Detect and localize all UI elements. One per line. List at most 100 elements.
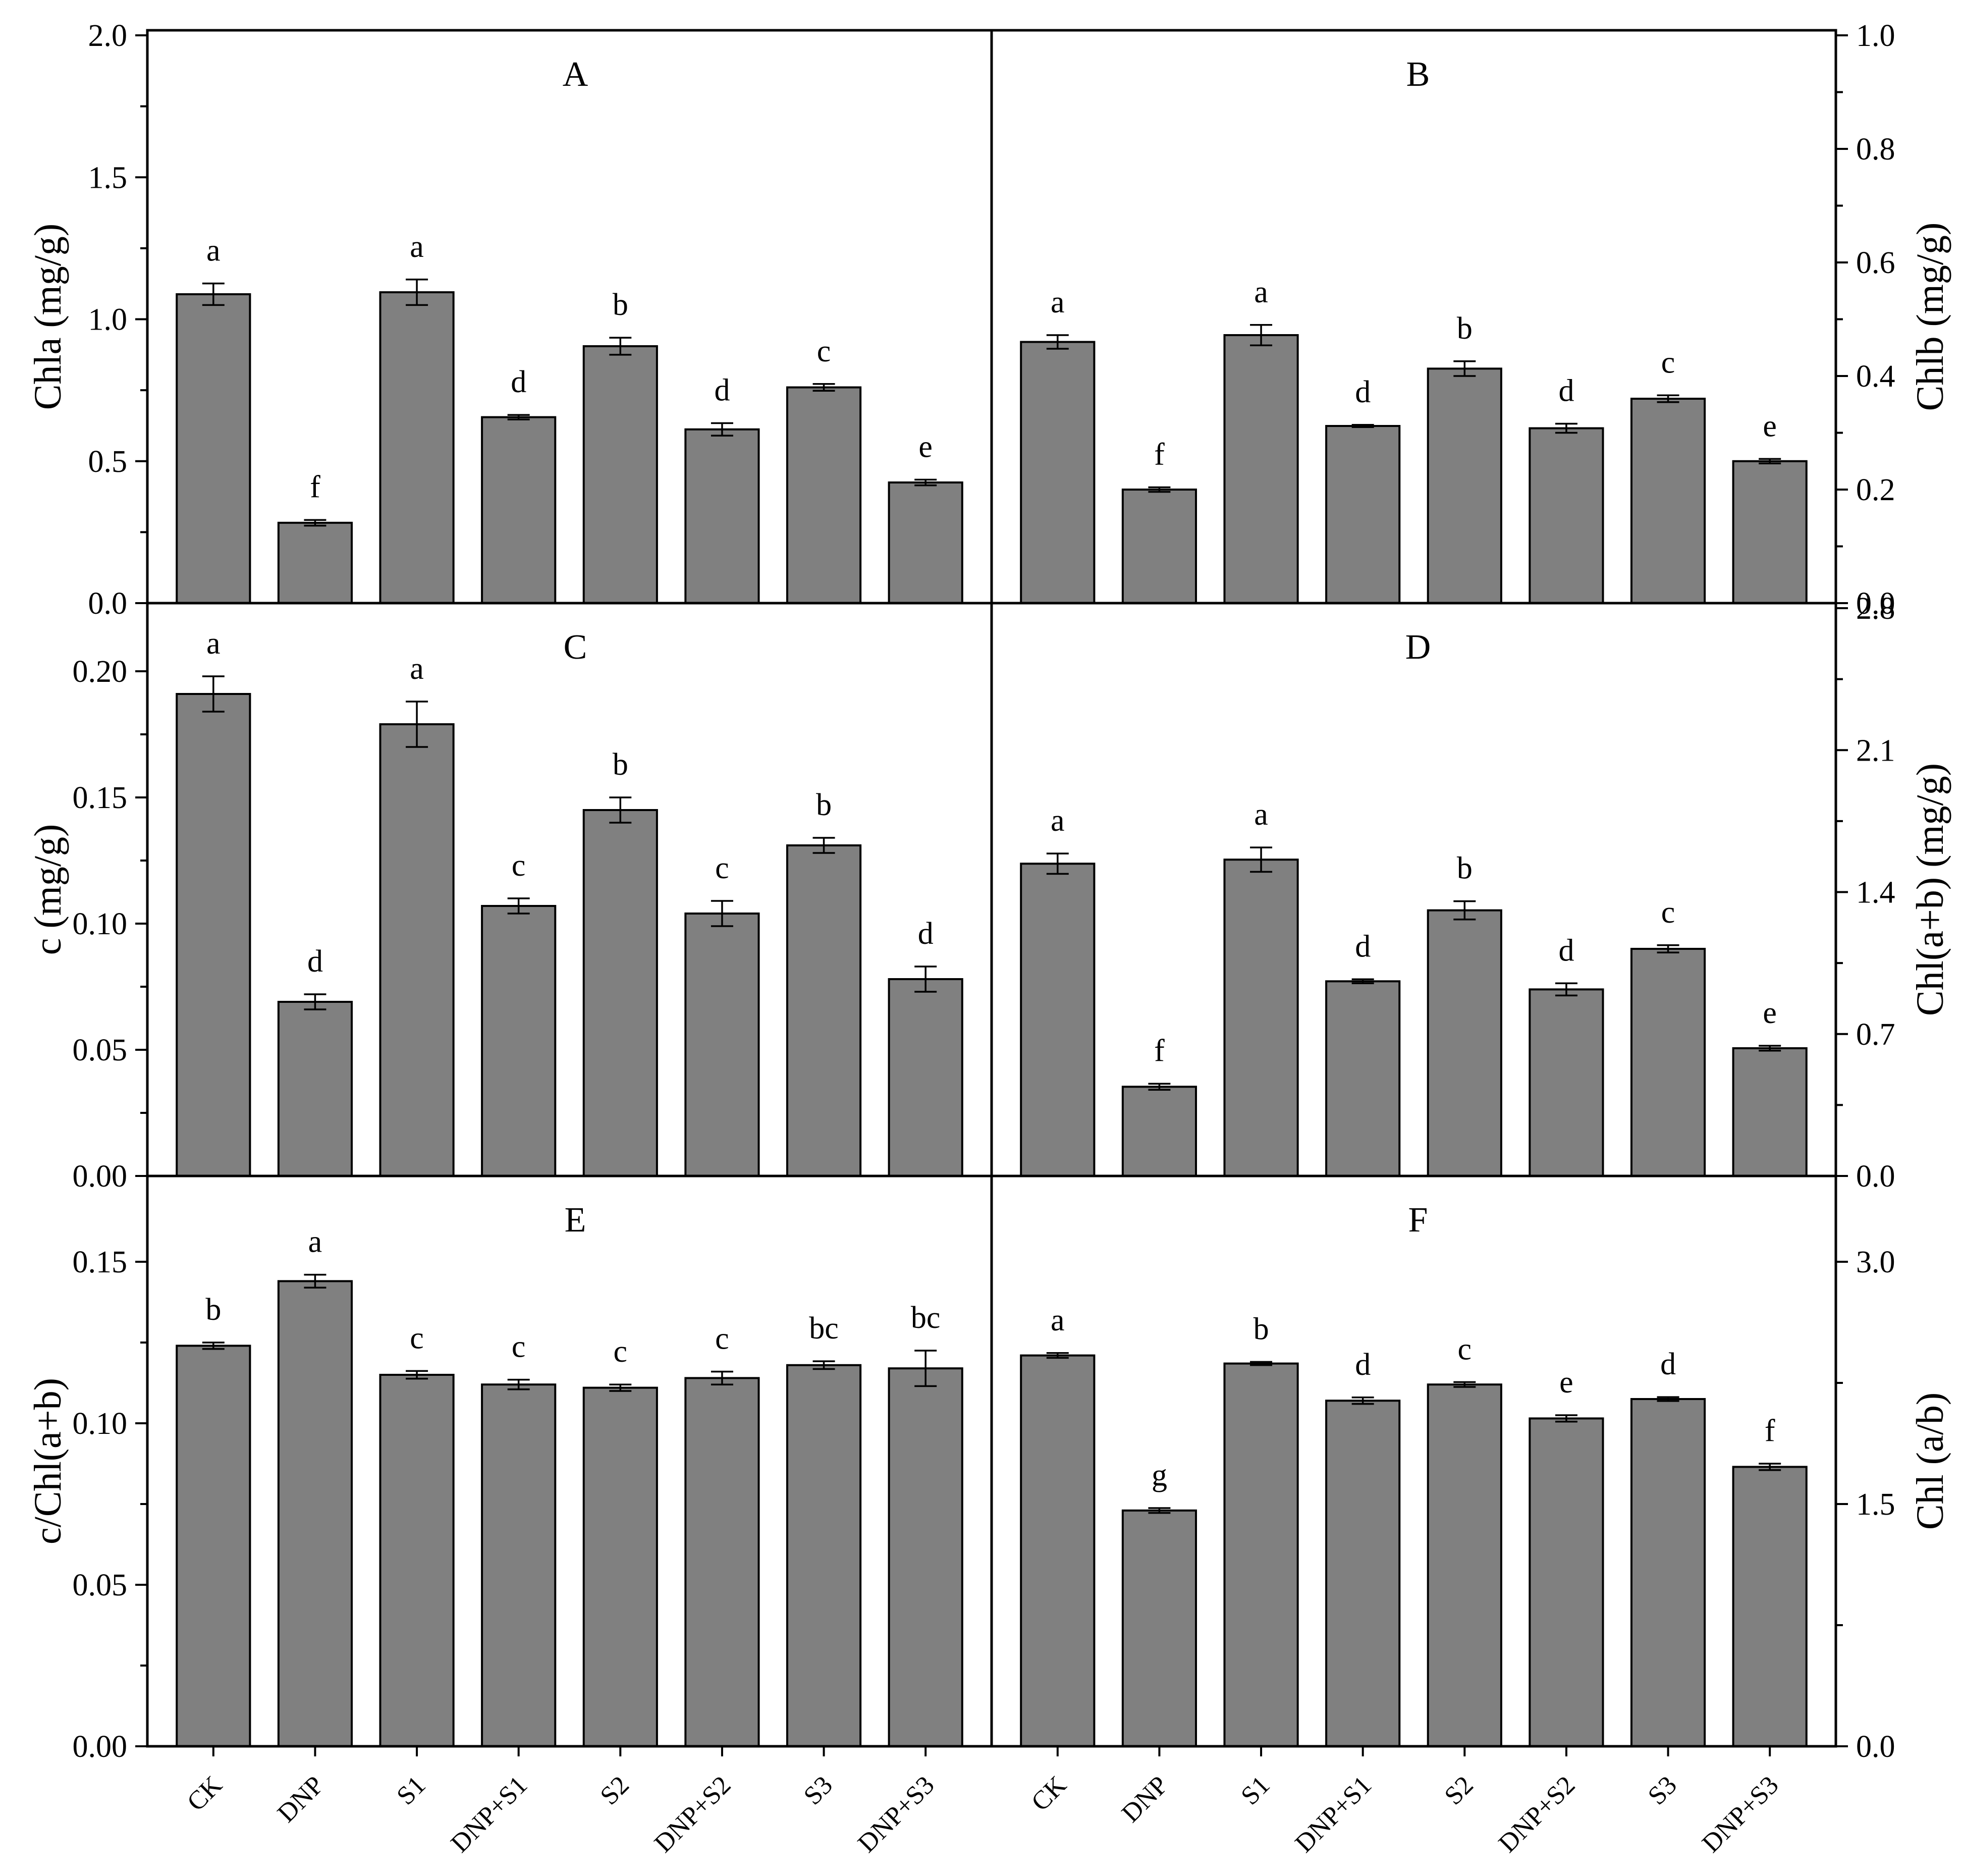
panel-c: C 0.00 0.05 0.10 0.15 0.20 c (mg/g) a d a c b c b d xyxy=(27,626,963,1194)
significance-letter: c xyxy=(1661,345,1675,380)
bar-f-dnp xyxy=(1121,1509,1197,1748)
bar-e-dnp-plus-s2 xyxy=(684,1377,760,1747)
significance-letter: c xyxy=(512,1330,526,1364)
x-tick-label: S3 xyxy=(1643,1771,1682,1810)
y-axis-title-c: c (mg/g) xyxy=(27,824,69,955)
panel-e: E 0.00 0.05 0.10 0.15 c/Chl(a+b) b a c c c c bc bc CK D… xyxy=(27,1201,963,1858)
bar-b-s1 xyxy=(1223,334,1299,604)
x-tick-label: DNP+S2 xyxy=(649,1771,736,1858)
bar-b-dnp-plus-s1 xyxy=(1325,425,1401,604)
x-tick-label: DNP+S1 xyxy=(1290,1771,1377,1858)
y-tick-label-c: 0.10 xyxy=(73,907,128,941)
bar-c-dnp-plus-s1 xyxy=(481,905,557,1177)
bar-e-s3 xyxy=(786,1364,862,1748)
significance-letter: a xyxy=(1051,1303,1065,1337)
y-tick-label-c: 0.15 xyxy=(73,781,128,815)
y-tick-label-b: 0.6 xyxy=(1856,246,1895,280)
bar-d-s1 xyxy=(1223,859,1299,1177)
bar-b-s2 xyxy=(1427,367,1502,604)
bar-f-dnp-plus-s1 xyxy=(1325,1400,1401,1747)
y-tick-label-c: 0.05 xyxy=(73,1033,128,1067)
bar-c-s3 xyxy=(786,844,862,1177)
y-tick-label-c: 0.20 xyxy=(73,655,128,689)
bar-e-dnp-plus-s3 xyxy=(888,1367,963,1747)
significance-letter: d xyxy=(1355,1348,1371,1382)
x-tick-label: S2 xyxy=(595,1771,635,1810)
significance-letter: d xyxy=(918,917,934,951)
x-tick-label: S3 xyxy=(798,1771,838,1810)
x-tick-label: DNP+S2 xyxy=(1493,1771,1580,1858)
significance-letter: e xyxy=(1559,1365,1573,1400)
figure-frame xyxy=(146,29,1837,1748)
bar-c-dnp-plus-s2 xyxy=(684,913,760,1177)
panel-letter-e: E xyxy=(565,1201,586,1240)
y-tick-label-b: 0.4 xyxy=(1856,359,1895,394)
y-tick-label-b: 1.0 xyxy=(1856,19,1895,53)
y-tick-label-d: 1.4 xyxy=(1856,876,1895,910)
significance-letter: e xyxy=(1763,996,1777,1030)
bar-b-ck xyxy=(1020,341,1096,604)
bar-c-s1 xyxy=(379,723,455,1177)
y-axis-title-f: Chl (a/b) xyxy=(1909,1392,1951,1530)
significance-letter: g xyxy=(1152,1458,1167,1492)
y-tick-label-b: 0.2 xyxy=(1856,473,1895,507)
significance-letter: e xyxy=(918,430,933,464)
significance-letter: f xyxy=(310,470,320,504)
bar-a-dnp-plus-s3 xyxy=(888,481,963,604)
significance-letter: a xyxy=(1254,275,1268,309)
significance-letter: a xyxy=(1051,803,1065,838)
y-tick-label-a: 1.0 xyxy=(88,303,128,337)
bar-b-dnp-plus-s3 xyxy=(1732,460,1808,604)
significance-letter: a xyxy=(410,652,424,686)
y-axis-title-d: Chl(a+b) (mg/g) xyxy=(1909,763,1951,1016)
y-axis-title-a: Chla (mg/g) xyxy=(27,224,69,410)
x-tick-label: S1 xyxy=(391,1771,431,1810)
significance-letter: b xyxy=(1457,311,1473,346)
panel-letter-a: A xyxy=(563,55,588,94)
x-tick-label: DNP xyxy=(272,1771,330,1828)
y-tick-label-c: 0.00 xyxy=(73,1159,128,1194)
panel-letter-d: D xyxy=(1405,628,1431,667)
significance-letter: f xyxy=(1154,1034,1165,1068)
significance-letter: c xyxy=(1661,895,1675,930)
x-tick-label: CK xyxy=(182,1771,228,1817)
y-tick-label-d: 0.0 xyxy=(1856,1159,1895,1194)
significance-letter: b xyxy=(816,788,832,822)
significance-letter: b xyxy=(1457,851,1473,886)
y-axis-title-e: c/Chl(a+b) xyxy=(27,1378,69,1544)
significance-letter: d xyxy=(714,373,730,407)
significance-letter: a xyxy=(1254,797,1268,832)
bar-c-dnp-plus-s3 xyxy=(888,978,963,1177)
significance-letter: a xyxy=(1051,285,1065,319)
y-tick-label-e: 0.00 xyxy=(73,1730,128,1764)
y-tick-label-f: 3.0 xyxy=(1856,1245,1895,1279)
y-tick-label-d: 2.8 xyxy=(1856,592,1895,626)
y-tick-label-e: 0.15 xyxy=(73,1245,128,1279)
bar-d-dnp-plus-s3 xyxy=(1732,1047,1808,1177)
panel-letter-c: C xyxy=(564,628,587,667)
bar-c-s2 xyxy=(582,809,658,1177)
significance-letter: c xyxy=(817,334,831,368)
bar-e-s2 xyxy=(582,1386,658,1748)
y-tick-label-e: 0.10 xyxy=(73,1407,128,1441)
bar-a-dnp-plus-s2 xyxy=(684,428,760,604)
bar-f-s1 xyxy=(1223,1362,1299,1748)
bar-d-dnp-plus-s1 xyxy=(1325,980,1401,1177)
significance-letter: c xyxy=(715,1322,729,1356)
significance-letter: d xyxy=(1660,1347,1676,1381)
bar-a-ck xyxy=(176,293,251,604)
y-tick-label-e: 0.05 xyxy=(73,1568,128,1602)
significance-letter: c xyxy=(512,848,526,883)
bar-c-dnp xyxy=(277,1001,353,1177)
bar-e-dnp xyxy=(277,1280,353,1747)
x-tick-label: DNP+S1 xyxy=(446,1771,533,1858)
bar-d-s3 xyxy=(1630,948,1706,1177)
bar-e-s1 xyxy=(379,1374,455,1747)
bar-d-s2 xyxy=(1427,909,1502,1177)
bar-f-dnp-plus-s2 xyxy=(1529,1417,1604,1747)
bar-a-s3 xyxy=(786,386,862,604)
panel-b: B 0.0 0.2 0.4 0.6 0.8 1.0 Chlb (mg/g) a f a d b d c e xyxy=(1020,19,1951,621)
bar-f-s2 xyxy=(1427,1383,1502,1747)
y-tick-label-f: 1.5 xyxy=(1856,1487,1895,1522)
